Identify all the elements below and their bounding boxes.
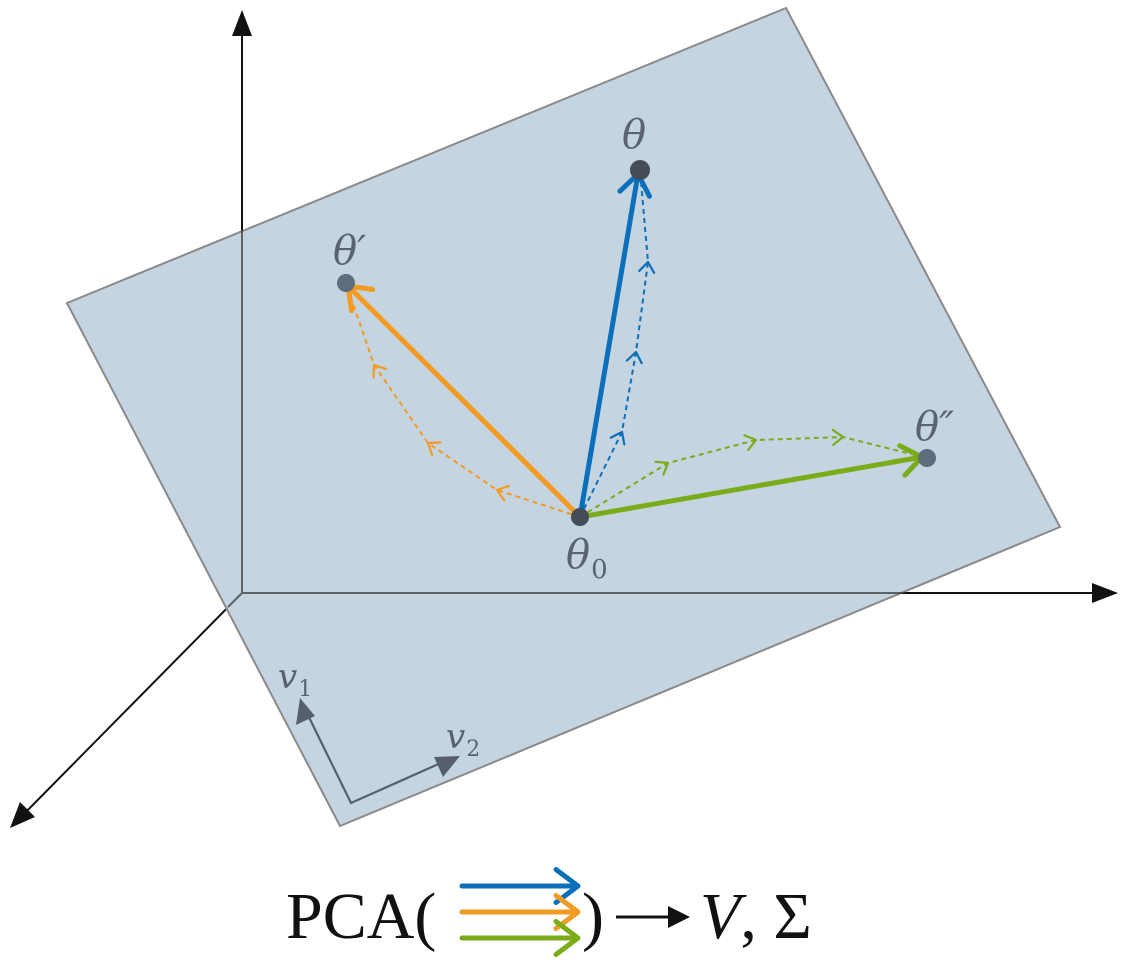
theta-point [630,160,650,180]
formula-prefix: PCA( [286,880,436,953]
x-axis-arrowhead-icon [1092,583,1118,603]
trajectories [345,169,928,518]
orange-displacement-arrow [345,283,583,520]
pca-formula: PCA( ) V, Σ [286,867,812,957]
v2-arrowhead-icon [434,756,460,777]
basis-frame [302,704,453,805]
points [337,160,936,526]
trajectory-stack-icon [459,867,581,957]
green-trajectory-step-chevron [831,428,845,446]
theta0-point [571,508,589,526]
blue-displacement-arrow [577,171,641,520]
orange-trajectory-step-chevron [372,363,387,379]
theta-double-prime-point [918,449,936,467]
blue-trajectory-step-chevron [625,350,643,365]
blue-trajectory-step-chevron [638,260,656,275]
maps-to-arrow-icon [616,906,690,928]
y-axis-arrowhead-icon [10,802,35,828]
v1-label: v1 [278,657,312,702]
theta-prime-label: θ′ [333,228,366,274]
parameter-plane [65,6,1062,828]
orange-trajectory-step-chevron [426,441,442,456]
v1-arrowhead-icon [296,698,315,725]
theta-label: θ [622,112,646,158]
blue-trajectory-step-chevron [609,430,626,446]
orange-trajectory [345,282,581,518]
z-axis-arrowhead-icon [232,10,252,36]
y-axis [15,592,243,823]
green-trajectory-step-chevron [654,460,670,476]
stack-chevron [553,893,581,931]
stack-chevron [553,919,581,957]
theta-prime-point [337,274,355,292]
theta-double-prime-label: θ″ [915,404,954,450]
theta0-label: θ0 [566,532,608,585]
basis-vectors: v1 v2 [278,657,480,805]
v2-label: v2 [446,717,480,762]
formula-result: V, Σ [700,880,812,953]
blue-trajectory [579,169,650,518]
stack-chevron [553,867,581,905]
green-displacement-arrow [577,454,925,520]
green-trajectory [579,435,928,518]
green-trajectory-step-chevron [743,434,758,451]
axes-through-plane [227,230,1060,608]
formula-suffix: ) [582,880,604,953]
orange-trajectory-step-chevron [495,484,510,502]
